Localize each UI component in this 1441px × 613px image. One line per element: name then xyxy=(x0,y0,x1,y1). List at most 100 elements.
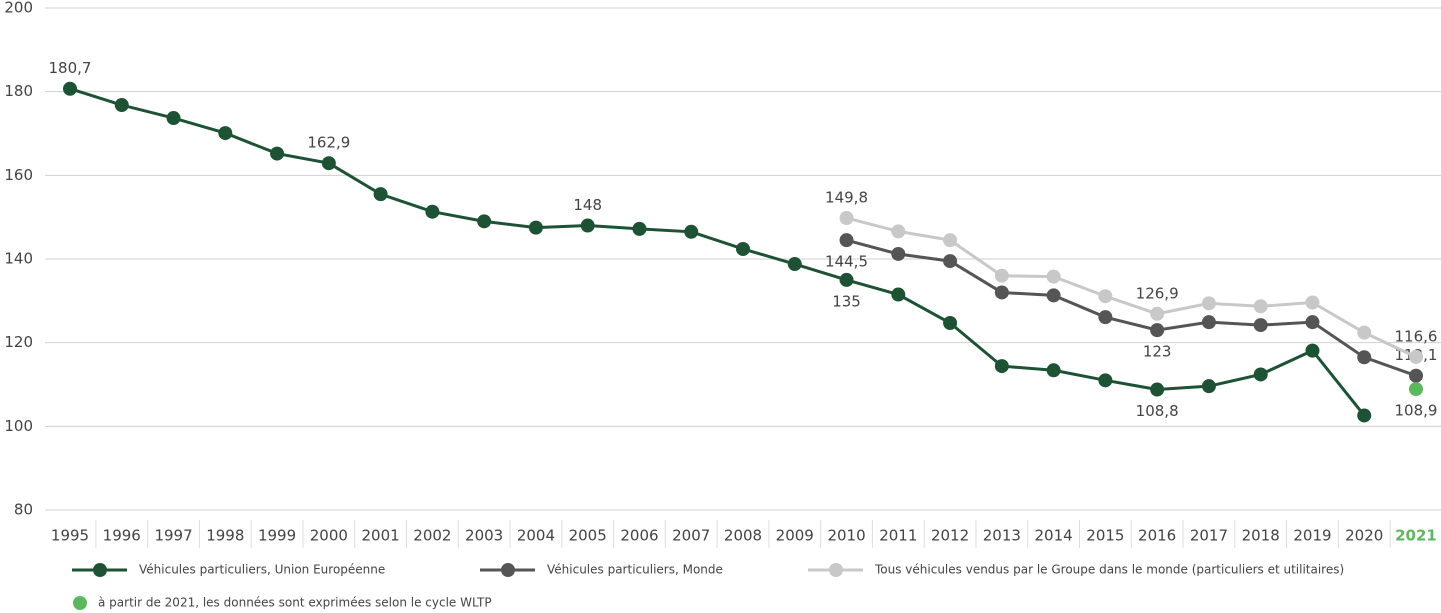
data-point xyxy=(1409,368,1423,383)
data-point xyxy=(994,285,1009,300)
x-tick-label: 2005 xyxy=(569,527,607,545)
value-label: 149,8 xyxy=(825,189,868,207)
value-label: 126,9 xyxy=(1136,284,1179,302)
data-point xyxy=(736,241,750,256)
x-tick-label: 1996 xyxy=(103,527,141,545)
x-tick-label: 2016 xyxy=(1138,527,1176,545)
data-point xyxy=(1253,367,1268,382)
data-point xyxy=(63,81,77,96)
y-tick-label: 100 xyxy=(4,417,33,435)
value-label: 180,7 xyxy=(49,59,92,77)
legend-label: Tous véhicules vendus par le Groupe dans… xyxy=(874,563,1344,577)
value-label: 148 xyxy=(573,196,602,214)
y-tick-label: 180 xyxy=(4,82,33,100)
y-tick-label: 80 xyxy=(14,501,33,519)
data-point xyxy=(270,146,285,161)
x-tick-label: 1995 xyxy=(51,527,89,545)
data-point xyxy=(1150,306,1165,321)
data-point xyxy=(373,187,388,202)
data-point xyxy=(943,316,958,331)
x-tick-label: 2007 xyxy=(672,527,710,545)
data-point xyxy=(943,254,958,269)
data-point xyxy=(1305,343,1320,358)
x-tick-label: 1997 xyxy=(154,527,192,545)
x-tick-label: 2021 xyxy=(1395,527,1437,545)
series-line xyxy=(846,238,1417,378)
data-point xyxy=(1150,323,1165,338)
x-tick-label: 2011 xyxy=(879,527,917,545)
data-point xyxy=(943,233,958,248)
data-point xyxy=(839,272,854,287)
data-point xyxy=(1409,349,1423,364)
data-point xyxy=(425,204,440,219)
data-point xyxy=(1201,315,1216,330)
data-point xyxy=(1098,373,1113,388)
data-point xyxy=(891,246,906,261)
data-point xyxy=(1357,350,1372,365)
value-label: 144,5 xyxy=(825,253,868,271)
legend-label: Véhicules particuliers, Union Européenne xyxy=(139,563,385,577)
data-point xyxy=(632,221,647,236)
series-line xyxy=(69,87,1366,417)
data-point xyxy=(1046,269,1061,284)
data-point xyxy=(477,214,492,229)
data-point xyxy=(1357,325,1372,340)
value-label: 108,9 xyxy=(1395,402,1438,420)
data-point xyxy=(1201,379,1216,394)
y-tick-label: 200 xyxy=(4,0,33,17)
data-point xyxy=(839,233,854,248)
legend-marker xyxy=(501,563,515,577)
value-label: 135 xyxy=(832,292,861,310)
x-tick-label: 2009 xyxy=(776,527,814,545)
data-point xyxy=(166,111,181,126)
data-point xyxy=(1201,296,1216,311)
data-point xyxy=(1409,382,1423,397)
data-point xyxy=(528,220,543,235)
x-tick-label: 2010 xyxy=(827,527,865,545)
data-point xyxy=(839,211,854,226)
legend-marker xyxy=(93,563,107,577)
series-line xyxy=(846,216,1417,359)
y-tick-label: 120 xyxy=(4,333,33,351)
legend-marker xyxy=(829,563,843,577)
data-point xyxy=(891,224,906,239)
data-point xyxy=(1253,299,1268,314)
data-point xyxy=(1098,310,1113,325)
value-label: 116,6 xyxy=(1395,327,1438,345)
x-tick-label: 2019 xyxy=(1293,527,1331,545)
y-tick-label: 160 xyxy=(4,166,33,184)
x-tick-label: 2002 xyxy=(413,527,451,545)
value-label: 162,9 xyxy=(307,134,350,152)
x-tick-label: 1998 xyxy=(206,527,244,545)
data-point xyxy=(218,126,233,141)
x-tick-label: 2004 xyxy=(517,527,555,545)
data-point xyxy=(891,287,906,302)
data-point xyxy=(321,156,336,171)
x-tick-label: 2001 xyxy=(362,527,400,545)
data-point xyxy=(1357,408,1372,423)
x-tick-label: 2018 xyxy=(1242,527,1280,545)
legend-marker xyxy=(73,596,87,610)
value-label: 108,8 xyxy=(1136,402,1179,420)
data-point xyxy=(1305,295,1320,310)
x-tick-label: 2014 xyxy=(1035,527,1073,545)
data-point xyxy=(787,257,802,272)
data-point xyxy=(580,218,595,233)
data-point xyxy=(114,98,129,113)
x-tick-label: 2013 xyxy=(983,527,1021,545)
legend-label: à partir de 2021, les données sont expri… xyxy=(98,596,492,610)
x-tick-label: 1999 xyxy=(258,527,296,545)
x-tick-label: 2017 xyxy=(1190,527,1228,545)
data-point xyxy=(1253,318,1268,333)
data-point xyxy=(1098,289,1113,304)
legend-label: Véhicules particuliers, Monde xyxy=(547,563,723,577)
data-point xyxy=(1046,363,1061,378)
data-point xyxy=(994,268,1009,283)
data-point xyxy=(684,224,699,239)
data-point xyxy=(1150,382,1165,397)
x-tick-label: 2006 xyxy=(620,527,658,545)
data-point xyxy=(1046,288,1061,303)
x-tick-label: 2008 xyxy=(724,527,762,545)
x-tick-label: 2003 xyxy=(465,527,503,545)
